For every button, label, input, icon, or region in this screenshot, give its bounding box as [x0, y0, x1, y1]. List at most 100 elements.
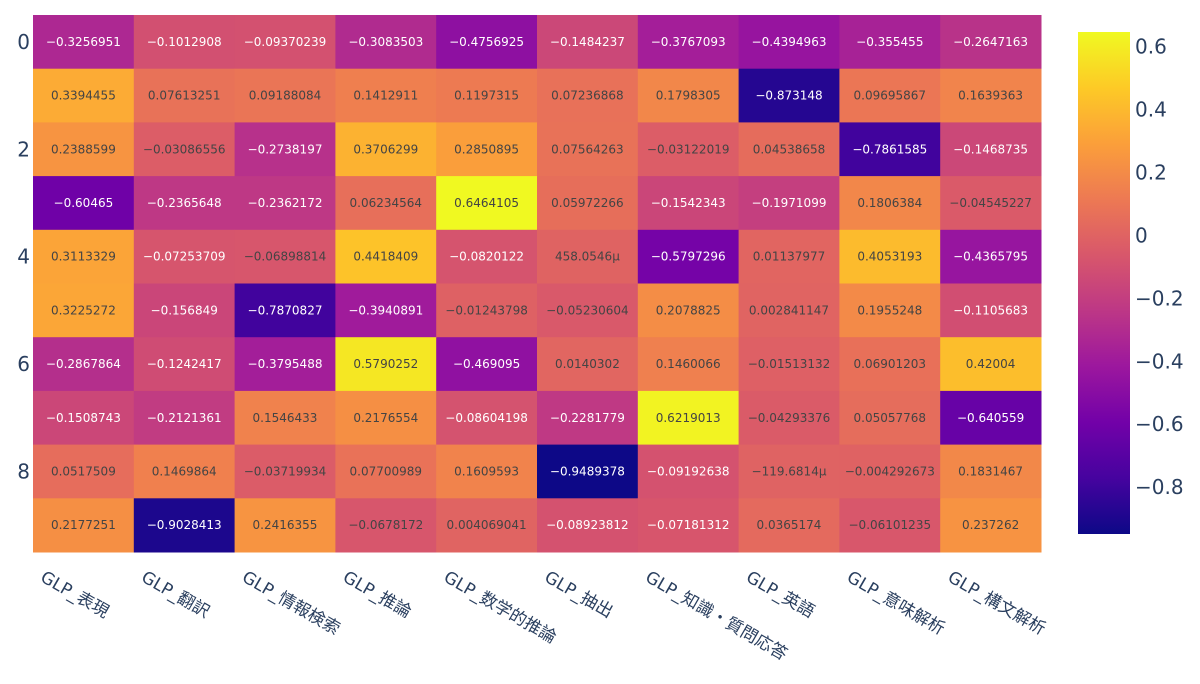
heatmap-cell [234, 68, 336, 123]
cell-label: −0.06898814 [244, 250, 327, 264]
heatmap-cell [537, 176, 639, 231]
heatmap-cell [234, 444, 336, 499]
heatmap-cell [738, 229, 840, 284]
cell-label: −119.6814µ [752, 464, 827, 478]
heatmap-cell [335, 122, 437, 177]
heatmap-cell [940, 15, 1042, 70]
heatmap-cell [839, 337, 941, 392]
heatmap-cell [738, 498, 840, 553]
cell-label: −0.2365648 [147, 196, 222, 210]
heatmap-cell [637, 122, 740, 177]
heatmap-cell [33, 122, 135, 177]
heatmap-cell [839, 68, 941, 123]
heatmap-cell [537, 122, 639, 177]
cell-label: 0.1546433 [253, 411, 318, 425]
cell-label: −0.4756925 [449, 35, 524, 49]
cell-label: −0.3767093 [651, 35, 726, 49]
cell-label: −0.156849 [151, 303, 218, 317]
heatmap-cell [738, 15, 840, 70]
heatmap-cell [537, 444, 639, 499]
heatmap-cell [335, 444, 437, 499]
heatmap-cell [133, 15, 236, 70]
heatmap-cell [839, 283, 941, 338]
cell-label: 0.5790252 [353, 357, 418, 371]
cell-label: 458.0546µ [555, 250, 620, 264]
heatmap-cell [234, 283, 336, 338]
cell-label: −0.3940891 [348, 303, 423, 317]
heatmap-cell [537, 15, 639, 70]
cell-label: −0.04293376 [748, 411, 831, 425]
heatmap-cell [738, 122, 840, 177]
heatmap-cell [940, 176, 1042, 231]
heatmap-cell [234, 15, 336, 70]
cell-label: 0.4053193 [857, 250, 922, 264]
heatmap-cell [33, 15, 135, 70]
colorbar-tick-label: 0 [1135, 223, 1148, 247]
heatmap-cell [637, 68, 740, 123]
x-tick-label: GLP_表現 [37, 567, 112, 622]
cell-label: −0.469095 [453, 357, 520, 371]
heatmap-cell [33, 390, 135, 446]
y-tick-label: 4 [17, 245, 30, 269]
cell-label: 0.1469864 [152, 464, 217, 478]
cell-label: −0.1542343 [651, 196, 726, 210]
cell-label: −0.0820122 [449, 250, 524, 264]
heatmap-cell [436, 498, 538, 553]
cell-label: 0.07700989 [350, 464, 423, 478]
heatmap-cell [436, 283, 538, 338]
cell-label: −0.640559 [957, 411, 1024, 425]
cell-label: 0.42004 [966, 357, 1016, 371]
cell-label: 0.09188084 [249, 89, 322, 103]
cell-label: 0.3113329 [51, 250, 116, 264]
heatmap-cell [133, 337, 236, 392]
heatmap-cell [940, 283, 1042, 338]
heatmap-cell [839, 498, 941, 553]
cell-label: −0.1468735 [953, 142, 1028, 156]
cell-label: 0.3394455 [51, 89, 116, 103]
cell-label: −0.1508743 [46, 411, 121, 425]
cell-label: 0.6219013 [656, 411, 721, 425]
cell-label: 0.0517509 [51, 464, 116, 478]
colorbar-tick-label: 0.6 [1135, 35, 1167, 59]
heatmap-cell [537, 283, 639, 338]
heatmap-cell [133, 390, 236, 446]
heatmap-cell [637, 337, 740, 392]
y-tick-label: 6 [17, 352, 30, 376]
x-tick-label: GLP_意味解析 [843, 567, 948, 639]
heatmap-cell [537, 68, 639, 123]
cell-label: −0.01243798 [445, 303, 528, 317]
cell-label: −0.0678172 [348, 518, 423, 532]
cell-label: 0.04538658 [753, 142, 826, 156]
cell-label: 0.1639363 [958, 89, 1023, 103]
heatmap-cell [637, 15, 740, 70]
y-tick-label: 2 [17, 137, 30, 161]
heatmap-cell [637, 283, 740, 338]
heatmap-cell [738, 176, 840, 231]
colorbar-tick-label: −0.4 [1135, 349, 1184, 373]
heatmap-cell [335, 229, 437, 284]
x-tick-label: GLP_推論 [339, 567, 414, 622]
heatmap-cell [234, 229, 336, 284]
heatmap-cell [637, 229, 740, 284]
x-tick-label: GLP_翻訳 [138, 567, 213, 622]
heatmap-cell [738, 444, 840, 499]
cell-label: −0.60465 [54, 196, 114, 210]
colorbar-tick-label: −0.2 [1135, 286, 1184, 310]
cell-label: −0.03122019 [647, 142, 730, 156]
heatmap-cell [234, 390, 336, 446]
cell-label: 0.2177251 [51, 518, 116, 532]
cell-label: −0.873148 [755, 89, 822, 103]
heatmap-cell [335, 283, 437, 338]
cell-label: 0.2388599 [51, 142, 116, 156]
heatmap-cell [940, 122, 1042, 177]
cell-label: 0.07613251 [148, 89, 221, 103]
cell-label: 0.3225272 [51, 303, 116, 317]
cell-label: −0.03086556 [143, 142, 226, 156]
cell-label: 0.0140302 [555, 357, 620, 371]
cell-label: −0.05230604 [546, 303, 629, 317]
heatmap-cell [839, 229, 941, 284]
heatmap-cell [133, 283, 236, 338]
heatmap-cell [940, 498, 1042, 553]
cell-label: −0.9489378 [550, 464, 625, 478]
